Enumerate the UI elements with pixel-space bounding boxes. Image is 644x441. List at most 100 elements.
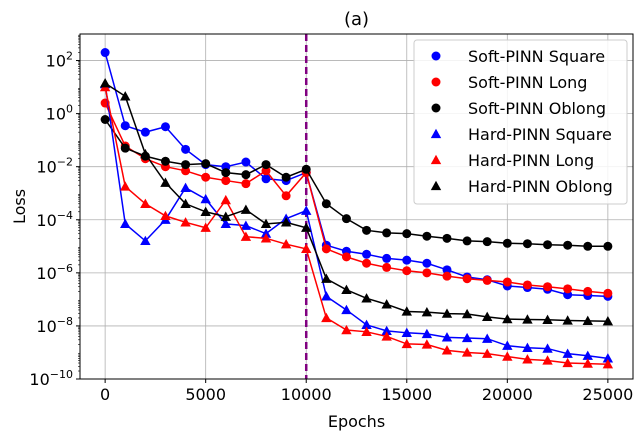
legend-box [413,39,628,205]
data-point [99,77,111,88]
data-point [321,291,332,301]
plot-frame [79,33,634,380]
y-tick-label: 10−4 [36,209,73,230]
series-hard-pinn-oblong [99,77,614,326]
data-point [180,217,191,227]
data-point [321,273,332,283]
data-point [542,343,553,353]
data-point [341,284,352,294]
legend-marker [430,128,442,139]
data-point [362,225,372,235]
data-point [421,328,433,339]
data-point [260,233,272,243]
legend-label: Soft-PINN Oblong [468,99,606,118]
data-point [362,249,372,259]
data-point [120,143,130,153]
data-point [562,348,573,358]
data-point [543,282,553,292]
data-point [602,359,614,369]
data-point [140,148,151,159]
y-axis-title: Loss [10,189,29,224]
x-axis-title: Epochs [328,412,385,431]
data-point [321,199,331,209]
data-point [220,211,231,221]
data-point [180,198,191,208]
data-point [582,350,593,360]
data-point [221,168,231,178]
data-point [181,166,191,176]
data-point [341,252,351,262]
data-point [461,332,473,343]
y-axis-ticks: 10−10 10−8 10−6 10−4 10−2 100 102 [29,34,80,389]
legend-entry: Hard-PINN Long [430,151,594,170]
series-soft-pinn-oblong [100,115,613,251]
data-point [160,122,170,132]
x-tick-label: 15000 [381,385,432,404]
data-point [482,275,492,285]
data-point [220,194,231,205]
data-point [160,210,171,221]
data-point [562,315,573,325]
data-point [200,222,211,232]
data-point [603,288,613,298]
data-point [240,220,252,230]
data-point [260,218,272,229]
data-point [241,157,251,167]
data-point [602,316,614,326]
data-point [522,354,533,364]
data-point [362,258,372,268]
data-point [522,239,532,249]
data-point [381,325,392,336]
data-point [482,311,493,321]
data-point [220,218,231,229]
data-point [441,345,453,355]
data-point [401,327,412,337]
data-point [502,313,513,324]
data-point [361,326,372,336]
data-point [442,233,452,243]
data-point [402,255,412,265]
data-point [100,48,110,58]
data-point [201,172,211,182]
legend-marker [431,51,441,61]
data-point [563,240,573,250]
series-layer [99,48,614,369]
data-point [402,266,412,276]
data-point [301,222,312,232]
data-point [603,241,613,251]
y-tick-label: 10−10 [29,368,73,389]
data-point [421,339,433,349]
data-point [341,214,351,224]
data-point [240,204,252,214]
data-point [301,205,312,215]
y-tick-label: 10−8 [36,315,73,336]
data-point [563,284,573,294]
data-point [502,351,513,361]
data-point [120,121,130,131]
legend-label: Hard-PINN Long [468,151,594,170]
data-point [602,353,614,363]
data-point [382,253,392,263]
y-tick-label: 100 [46,103,73,124]
data-point [181,160,191,170]
data-point [321,244,331,254]
data-point [280,217,292,227]
data-point [160,156,170,166]
legend-label: Hard-PINN Square [468,125,612,144]
data-point [522,280,532,290]
x-tick-label: 25000 [582,385,633,404]
data-point [421,306,433,317]
y-tick-label: 102 [46,50,73,71]
data-point [442,265,452,275]
data-point [301,243,312,254]
data-point [241,170,251,180]
data-point [502,277,512,287]
legend-label: Soft-PINN Square [468,47,605,66]
data-point [240,231,252,241]
data-point [200,206,211,216]
data-point [441,332,453,342]
data-point [100,115,110,125]
data-point [180,182,191,192]
legend-entry: Soft-PINN Oblong [431,99,606,118]
